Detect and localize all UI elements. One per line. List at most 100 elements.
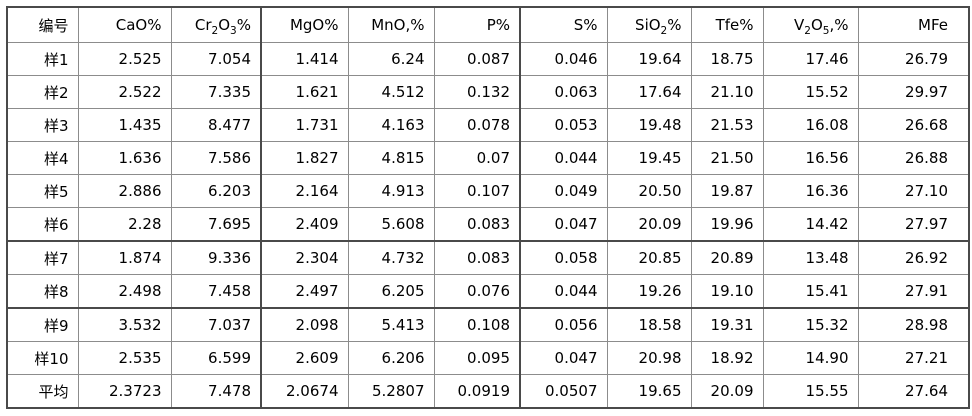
header-text: ,% (829, 16, 849, 34)
column-header-mno: MnO,% (347, 6, 435, 43)
data-cell: 18.58 (606, 307, 692, 342)
data-cell: 0.078 (433, 108, 521, 142)
data-cell: 1.731 (260, 108, 349, 142)
data-cell: 0.049 (519, 174, 608, 208)
data-cell: 1.827 (260, 141, 349, 175)
data-cell: 19.45 (606, 141, 692, 175)
data-cell: 0.07 (433, 141, 521, 175)
data-cell: 7.478 (170, 374, 262, 409)
data-cell: 0.044 (519, 141, 608, 175)
header-row: 编号 CaO% Cr2O3% MgO% MnO,% P% S% SiO2% Tfe% V2O5,%… (6, 6, 970, 43)
data-cell: 1.621 (260, 75, 349, 109)
row-label: 样3 (6, 108, 79, 142)
data-cell: 6.24 (347, 42, 435, 76)
data-cell: 17.64 (606, 75, 692, 109)
column-header-p: P% (433, 6, 521, 43)
data-cell: 7.586 (170, 141, 262, 175)
data-cell: 20.98 (606, 341, 692, 375)
data-cell: 0.107 (433, 174, 521, 208)
header-text: SiO (635, 16, 661, 34)
data-cell: 15.32 (762, 307, 859, 342)
header-text: CaO% (115, 16, 162, 34)
table-row: 样9 3.532 7.037 2.098 5.413 0.108 0.056 18.58 19.… (6, 307, 970, 342)
data-cell: 28.98 (857, 307, 970, 342)
data-cell: 4.512 (347, 75, 435, 109)
data-cell: 6.599 (170, 341, 262, 375)
table-row: 样10 2.535 6.599 2.609 6.206 0.095 0.047 20.98 18… (6, 341, 970, 375)
data-cell: 1.874 (77, 240, 172, 275)
data-cell: 15.41 (762, 274, 859, 309)
header-text: % (236, 16, 251, 34)
data-cell: 7.695 (170, 207, 262, 242)
data-cell: 27.91 (857, 274, 970, 309)
data-cell: 19.65 (606, 374, 692, 409)
column-header-cao: CaO% (77, 6, 172, 43)
data-cell: 1.414 (260, 42, 349, 76)
header-text: MgO% (289, 16, 339, 34)
row-label: 样8 (6, 274, 79, 309)
data-cell: 18.75 (690, 42, 764, 76)
data-cell: 0.083 (433, 207, 521, 242)
data-cell: 2.886 (77, 174, 172, 208)
data-cell: 2.522 (77, 75, 172, 109)
table-body: 样1 2.525 7.054 1.414 6.24 0.087 0.046 19.64 18.7… (6, 42, 970, 409)
data-cell: 20.50 (606, 174, 692, 208)
header-text: Cr (194, 16, 212, 34)
data-cell: 16.56 (762, 141, 859, 175)
data-cell: 14.90 (762, 341, 859, 375)
table-header: 编号 CaO% Cr2O3% MgO% MnO,% P% S% SiO2% Tfe% V2O5,%… (6, 6, 970, 43)
data-cell: 1.435 (77, 108, 172, 142)
header-text: O (810, 16, 823, 34)
data-cell: 16.36 (762, 174, 859, 208)
data-cell: 19.26 (606, 274, 692, 309)
data-cell: 21.53 (690, 108, 764, 142)
data-cell: 7.335 (170, 75, 262, 109)
data-cell: 27.97 (857, 207, 970, 242)
data-cell: 0.095 (433, 341, 521, 375)
data-cell: 6.206 (347, 341, 435, 375)
header-text: V (794, 16, 805, 34)
data-cell: 26.88 (857, 141, 970, 175)
column-header-sio2: SiO2% (606, 6, 692, 43)
data-cell: 6.203 (170, 174, 262, 208)
row-label: 平均 (6, 374, 79, 409)
data-cell: 5.608 (347, 207, 435, 242)
header-text: MnO,% (371, 16, 425, 34)
data-cell: 21.50 (690, 141, 764, 175)
header-text: 编号 (38, 16, 69, 35)
data-cell: 2.497 (260, 274, 349, 309)
row-label: 样10 (6, 341, 79, 375)
table-row: 平均 2.3723 7.478 2.0674 5.2807 0.0919 0.0507 19.… (6, 374, 970, 409)
data-cell: 0.063 (519, 75, 608, 109)
data-cell: 19.96 (690, 207, 764, 242)
column-header-mfe: MFe (857, 6, 970, 43)
data-cell: 29.97 (857, 75, 970, 109)
data-cell: 19.31 (690, 307, 764, 342)
data-cell: 0.046 (519, 42, 608, 76)
data-cell: 3.532 (77, 307, 172, 342)
data-cell: 26.79 (857, 42, 970, 76)
table-row: 样4 1.636 7.586 1.827 4.815 0.07 0.044 19.45 21.5… (6, 141, 970, 175)
table-row: 样5 2.886 6.203 2.164 4.913 0.107 0.049 20.50 19.… (6, 174, 970, 208)
data-cell: 4.732 (347, 240, 435, 275)
data-cell: 5.2807 (347, 374, 435, 409)
data-cell: 8.477 (170, 108, 262, 142)
data-cell: 19.64 (606, 42, 692, 76)
data-cell: 19.87 (690, 174, 764, 208)
data-cell: 20.89 (690, 240, 764, 275)
data-cell: 7.037 (170, 307, 262, 342)
data-cell: 15.55 (762, 374, 859, 409)
data-cell: 26.92 (857, 240, 970, 275)
row-label: 样1 (6, 42, 79, 76)
header-text: % (667, 16, 682, 34)
data-cell: 27.21 (857, 341, 970, 375)
data-cell: 4.163 (347, 108, 435, 142)
column-header-cr2o3: Cr2O3% (170, 6, 262, 43)
data-cell: 2.409 (260, 207, 349, 242)
header-text: S% (573, 16, 598, 34)
data-cell: 19.10 (690, 274, 764, 309)
column-header-tfe: Tfe% (690, 6, 764, 43)
table-row: 样3 1.435 8.477 1.731 4.163 0.078 0.053 19.48 21.… (6, 108, 970, 142)
header-subscript: 5 (822, 25, 830, 37)
data-cell: 7.054 (170, 42, 262, 76)
